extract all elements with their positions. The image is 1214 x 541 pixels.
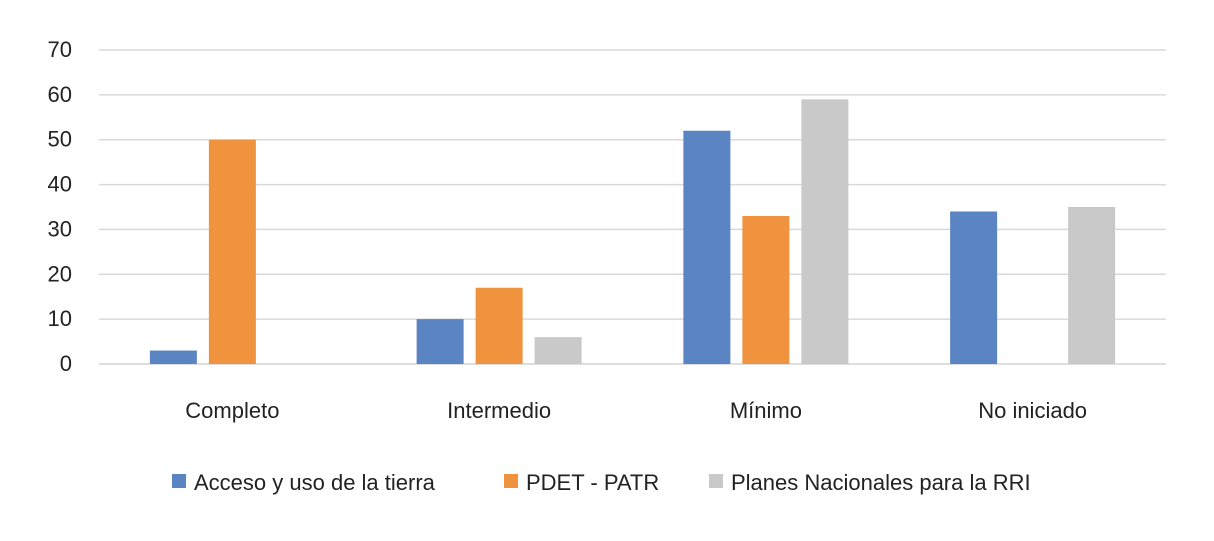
x-axis-categories: Completo Intermedio Mínimo No iniciado [185, 398, 1087, 423]
x-category-label: Intermedio [447, 398, 551, 423]
bar [534, 337, 582, 364]
legend-label: Acceso y uso de la tierra [194, 470, 436, 495]
bar [149, 350, 197, 364]
bar [683, 130, 731, 364]
y-tick-label: 60 [48, 82, 72, 107]
gridlines [99, 49, 1166, 365]
bar [950, 211, 998, 364]
legend: Acceso y uso de la tierra PDET - PATR Plan… [172, 470, 1031, 495]
y-tick-label: 40 [48, 172, 72, 197]
x-category-label: Mínimo [730, 398, 802, 423]
y-tick-label: 70 [48, 37, 72, 62]
x-category-label: Completo [185, 398, 279, 423]
legend-label: Planes Nacionales para la RRI [731, 470, 1031, 495]
y-axis-ticks: 0 10 20 30 40 50 60 70 [48, 37, 72, 376]
bar [416, 319, 464, 364]
bars [149, 99, 1116, 364]
y-tick-label: 50 [48, 127, 72, 152]
legend-swatch [504, 474, 518, 488]
bar [475, 287, 523, 364]
y-tick-label: 20 [48, 261, 72, 286]
bar [742, 215, 790, 364]
bar [1068, 207, 1116, 364]
y-tick-label: 0 [60, 351, 72, 376]
legend-swatch [709, 474, 723, 488]
y-tick-label: 30 [48, 216, 72, 241]
legend-label: PDET - PATR [526, 470, 659, 495]
bar [208, 139, 256, 364]
x-category-label: No iniciado [978, 398, 1087, 423]
legend-swatch [172, 474, 186, 488]
y-tick-label: 10 [48, 306, 72, 331]
bar [801, 99, 849, 364]
